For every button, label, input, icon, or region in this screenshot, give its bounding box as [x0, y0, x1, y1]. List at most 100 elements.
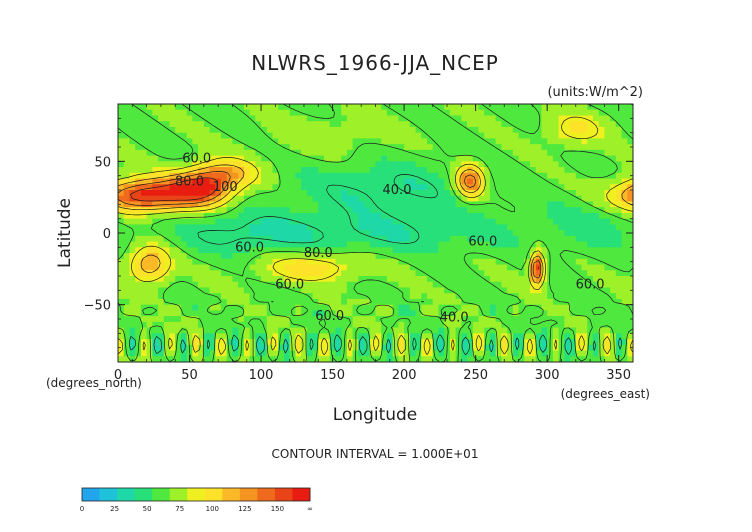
- field-cell: [209, 298, 216, 306]
- field-cell: [346, 287, 354, 294]
- field-cell: [392, 241, 399, 248]
- field-cell: [358, 293, 365, 300]
- field-cell: [461, 241, 468, 248]
- field-cell: [335, 298, 342, 306]
- field-cell: [558, 276, 565, 283]
- field-cell: [587, 350, 594, 357]
- field-cell: [489, 235, 497, 243]
- field-cell: [581, 132, 588, 139]
- field-cell: [621, 298, 628, 306]
- field-cell: [449, 293, 457, 300]
- field-cell: [118, 293, 125, 300]
- field-cell: [175, 230, 182, 237]
- field-cell: [455, 350, 462, 357]
- field-cell: [335, 126, 342, 134]
- field-cell: [249, 144, 256, 151]
- field-cell: [135, 218, 142, 225]
- field-cell: [243, 115, 251, 122]
- field-cell: [524, 149, 531, 157]
- field-cell: [118, 172, 125, 180]
- field-cell: [610, 178, 617, 185]
- field-cell: [432, 344, 440, 352]
- field-cell: [392, 235, 399, 243]
- field-cell: [295, 258, 302, 266]
- field-cell: [570, 212, 577, 220]
- field-cell: [381, 327, 388, 334]
- field-cell: [444, 195, 451, 203]
- field-cell: [278, 356, 285, 362]
- field-cell: [489, 121, 497, 128]
- field-cell: [386, 310, 394, 317]
- field-cell: [547, 316, 554, 323]
- field-cell: [592, 298, 600, 306]
- field-cell: [409, 201, 417, 208]
- field-cell: [518, 247, 525, 254]
- field-cell: [558, 132, 565, 139]
- field-cell: [592, 178, 600, 185]
- field-cell: [461, 293, 468, 300]
- field-cell: [541, 316, 548, 323]
- field-cell: [489, 344, 497, 352]
- field-cell: [295, 333, 302, 340]
- field-cell: [421, 327, 428, 334]
- field-cell: [392, 298, 399, 306]
- field-cell: [146, 144, 153, 151]
- field-cell: [140, 195, 148, 203]
- field-cell: [329, 281, 337, 289]
- field-cell: [438, 104, 445, 111]
- field-cell: [581, 293, 588, 300]
- field-cell: [221, 258, 228, 266]
- field-cell: [564, 316, 571, 323]
- field-cell: [484, 287, 491, 294]
- field-cell: [186, 167, 193, 174]
- colorbar-swatch: [82, 488, 100, 501]
- field-cell: [278, 109, 285, 117]
- field-cell: [541, 230, 548, 237]
- field-cell: [421, 149, 428, 157]
- field-cell: [518, 276, 525, 283]
- field-cell: [535, 149, 543, 157]
- field-cell: [175, 344, 182, 352]
- field-cell: [386, 258, 394, 266]
- field-cell: [518, 167, 525, 174]
- field-cell: [438, 201, 445, 208]
- field-cell: [581, 304, 588, 311]
- field-cell: [621, 104, 628, 111]
- field-cell: [123, 321, 131, 329]
- field-cell: [524, 316, 531, 323]
- field-cell: [541, 224, 548, 231]
- colorbar-label: 75: [175, 505, 184, 513]
- field-cell: [438, 109, 445, 117]
- field-cell: [352, 155, 359, 162]
- field-cell: [518, 201, 525, 208]
- field-cell: [409, 327, 417, 334]
- field-cell: [438, 304, 445, 311]
- field-cell: [180, 350, 188, 357]
- field-cell: [255, 138, 262, 145]
- field-cell: [318, 190, 325, 197]
- field-cell: [575, 115, 583, 122]
- field-cell: [306, 327, 314, 334]
- field-cell: [358, 224, 365, 231]
- field-cell: [163, 132, 171, 139]
- field-cell: [535, 115, 543, 122]
- field-cell: [501, 126, 508, 134]
- field-cell: [495, 224, 502, 231]
- field-cell: [449, 276, 457, 283]
- field-cell: [386, 264, 394, 271]
- field-cell: [398, 115, 405, 122]
- field-cell: [627, 247, 633, 254]
- field-cell: [226, 356, 234, 362]
- field-cell: [358, 126, 365, 134]
- field-cell: [518, 310, 525, 317]
- field-cell: [318, 270, 325, 277]
- field-cell: [186, 333, 193, 340]
- field-cell: [129, 230, 136, 237]
- field-cell: [180, 218, 188, 225]
- field-cell: [564, 310, 571, 317]
- field-cell: [409, 356, 417, 362]
- field-cell: [501, 178, 508, 185]
- field-cell: [192, 190, 199, 197]
- field-cell: [627, 190, 633, 197]
- field-cell: [444, 172, 451, 180]
